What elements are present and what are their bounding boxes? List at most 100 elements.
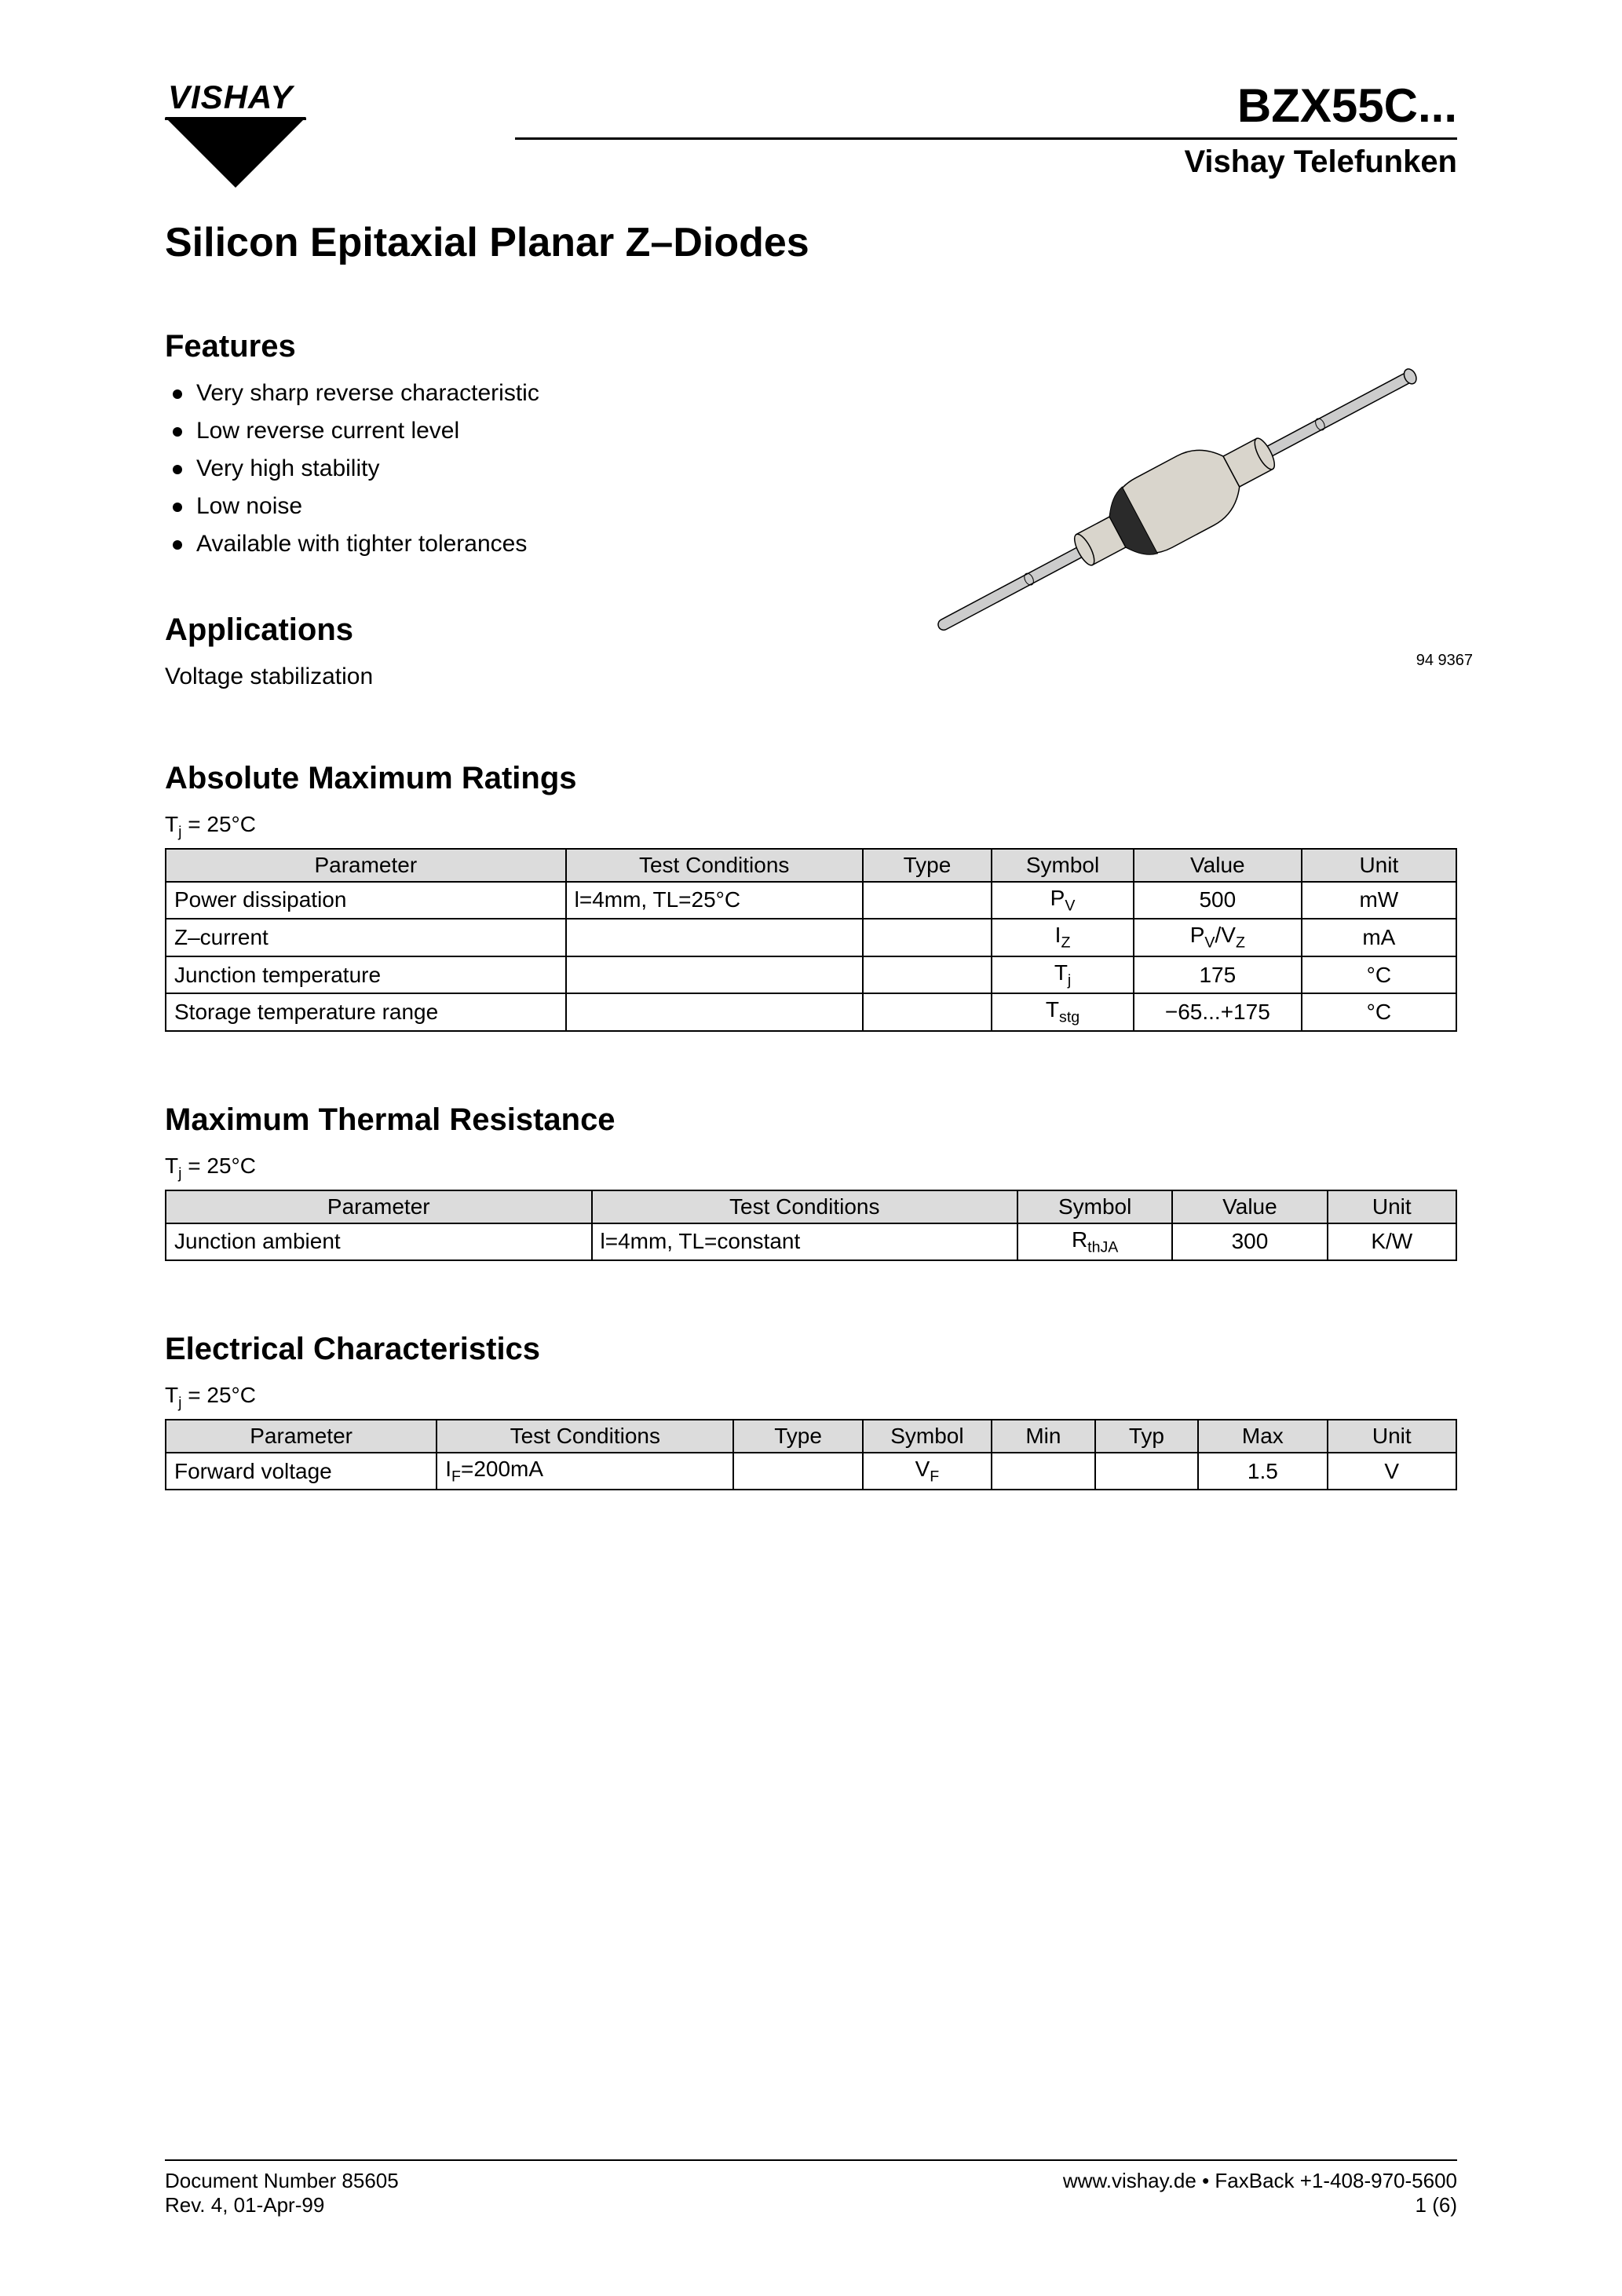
table-cell — [566, 956, 863, 994]
table-cell — [863, 919, 992, 956]
table-cell: V — [1328, 1453, 1456, 1490]
table-cell: Junction ambient — [166, 1223, 592, 1261]
electrical-condition: Tj = 25°C — [165, 1383, 1457, 1413]
table-row: Junction ambientl=4mm, TL=constantRthJA3… — [166, 1223, 1456, 1261]
logo-block: VISHAY — [165, 79, 306, 188]
page-title: Silicon Epitaxial Planar Z–Diodes — [165, 219, 1457, 266]
table-cell — [733, 1453, 862, 1490]
table-row: Junction temperature Tj175°C — [166, 956, 1456, 994]
table-cell — [992, 1453, 1095, 1490]
table-cell: IZ — [992, 919, 1134, 956]
table-row: Forward voltageIF=200mA VF 1.5V — [166, 1453, 1456, 1490]
feature-item: Low noise — [165, 493, 892, 520]
abs-max-table: ParameterTest ConditionsTypeSymbolValueU… — [165, 848, 1457, 1032]
table-header: Type — [863, 849, 992, 882]
feature-item: Very sharp reverse characteristic — [165, 380, 892, 407]
table-cell: °C — [1302, 956, 1456, 994]
table-cell: Tstg — [992, 993, 1134, 1031]
table-header: Test Conditions — [437, 1420, 733, 1453]
electrical-title: Electrical Characteristics — [165, 1332, 1457, 1367]
table-cell: −65...+175 — [1134, 993, 1302, 1031]
feature-item: Low reverse current level — [165, 418, 892, 444]
features-section: Features Very sharp reverse characterist… — [165, 329, 892, 558]
table-header: Min — [992, 1420, 1095, 1453]
abs-max-section: Absolute Maximum Ratings Tj = 25°C Param… — [165, 761, 1457, 1032]
table-cell: Storage temperature range — [166, 993, 566, 1031]
table-cell: mW — [1302, 882, 1456, 919]
table-header: Typ — [1095, 1420, 1199, 1453]
table-cell: RthJA — [1017, 1223, 1172, 1261]
table-cell — [1095, 1453, 1199, 1490]
table-header: Unit — [1302, 849, 1456, 882]
table-cell: 1.5 — [1198, 1453, 1327, 1490]
table-cell: 500 — [1134, 882, 1302, 919]
table-header: Symbol — [992, 849, 1134, 882]
table-cell: IF=200mA — [437, 1453, 733, 1490]
thermal-title: Maximum Thermal Resistance — [165, 1102, 1457, 1138]
feature-item: Available with tighter tolerances — [165, 531, 892, 558]
table-cell: °C — [1302, 993, 1456, 1031]
table-cell — [863, 882, 992, 919]
feature-item: Very high stability — [165, 455, 892, 482]
electrical-table: ParameterTest ConditionsTypeSymbolMinTyp… — [165, 1419, 1457, 1491]
table-cell: l=4mm, TL=25°C — [566, 882, 863, 919]
table-cell: K/W — [1328, 1223, 1456, 1261]
thermal-section: Maximum Thermal Resistance Tj = 25°C Par… — [165, 1102, 1457, 1261]
table-cell — [863, 956, 992, 994]
left-column: Features Very sharp reverse characterist… — [165, 329, 892, 690]
applications-section: Applications Voltage stabilization — [165, 612, 892, 690]
table-cell: Z–current — [166, 919, 566, 956]
footer-left: Document Number 85605 Rev. 4, 01-Apr-99 — [165, 2169, 399, 2217]
table-cell: 175 — [1134, 956, 1302, 994]
header: VISHAY BZX55C... Vishay Telefunken — [165, 79, 1457, 188]
abs-max-condition: Tj = 25°C — [165, 812, 1457, 842]
diode-icon — [892, 353, 1457, 651]
table-header: Test Conditions — [592, 1190, 1018, 1223]
table-row: Z–current IZPV/VZmA — [166, 919, 1456, 956]
part-block: BZX55C... Vishay Telefunken — [515, 79, 1457, 180]
table-header: Parameter — [166, 1420, 437, 1453]
table-header: Unit — [1328, 1420, 1456, 1453]
table-header: Parameter — [166, 849, 566, 882]
table-row: Storage temperature range Tstg−65...+175°… — [166, 993, 1456, 1031]
revision: Rev. 4, 01-Apr-99 — [165, 2193, 399, 2217]
table-cell: Forward voltage — [166, 1453, 437, 1490]
features-title: Features — [165, 329, 892, 364]
table-cell: PV — [992, 882, 1134, 919]
table-cell: Power dissipation — [166, 882, 566, 919]
table-header: Parameter — [166, 1190, 592, 1223]
table-header: Value — [1172, 1190, 1327, 1223]
table-header: Max — [1198, 1420, 1327, 1453]
table-cell: mA — [1302, 919, 1456, 956]
logo-text: VISHAY — [165, 79, 306, 120]
table-header: Symbol — [1017, 1190, 1172, 1223]
table-cell: Tj — [992, 956, 1134, 994]
footer-url: www.vishay.de • FaxBack +1-408-970-5600 — [1063, 2169, 1457, 2193]
thermal-table: ParameterTest ConditionsSymbolValueUnitJ… — [165, 1190, 1457, 1262]
applications-title: Applications — [165, 612, 892, 648]
features-list: Very sharp reverse characteristic Low rev… — [165, 380, 892, 558]
thermal-condition: Tj = 25°C — [165, 1153, 1457, 1183]
figure-reference: 94 9367 — [1416, 652, 1473, 670]
footer-right: www.vishay.de • FaxBack +1-408-970-5600 … — [1063, 2169, 1457, 2217]
abs-max-title: Absolute Maximum Ratings — [165, 761, 1457, 796]
table-cell: l=4mm, TL=constant — [592, 1223, 1018, 1261]
table-header: Test Conditions — [566, 849, 863, 882]
doc-number: Document Number 85605 — [165, 2169, 399, 2193]
table-cell: VF — [863, 1453, 992, 1490]
electrical-section: Electrical Characteristics Tj = 25°C Par… — [165, 1332, 1457, 1490]
content-row: Features Very sharp reverse characterist… — [165, 329, 1457, 690]
logo-triangle-icon — [165, 117, 306, 188]
table-row: Power dissipationl=4mm, TL=25°C PV500mW — [166, 882, 1456, 919]
table-cell: Junction temperature — [166, 956, 566, 994]
table-cell: PV/VZ — [1134, 919, 1302, 956]
table-header: Value — [1134, 849, 1302, 882]
table-cell — [566, 993, 863, 1031]
applications-text: Voltage stabilization — [165, 664, 892, 690]
part-subtitle: Vishay Telefunken — [515, 144, 1457, 180]
footer: Document Number 85605 Rev. 4, 01-Apr-99 … — [165, 2159, 1457, 2217]
table-cell — [863, 993, 992, 1031]
table-header: Type — [733, 1420, 862, 1453]
table-cell: 300 — [1172, 1223, 1327, 1261]
page-indicator: 1 (6) — [1063, 2193, 1457, 2217]
